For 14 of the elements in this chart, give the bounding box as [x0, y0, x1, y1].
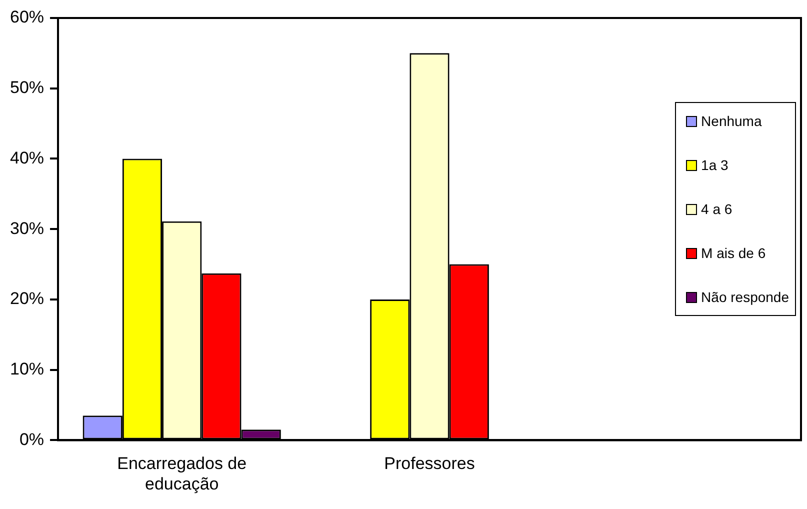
legend-label: M ais de 6 — [701, 245, 766, 262]
y-tick-label: 30% — [10, 218, 44, 238]
x-tick-label: Encarregados de educação — [117, 454, 247, 494]
legend-label: 4 a 6 — [701, 201, 732, 218]
legend-label: Não responde — [701, 289, 789, 306]
y-tick-label: 10% — [10, 360, 44, 379]
y-tick-label: 40% — [10, 148, 44, 168]
legend-label: 1a 3 — [701, 157, 728, 174]
x-tick-label: Professores — [384, 454, 475, 474]
y-tick-label: 60% — [10, 8, 44, 27]
y-tick-label: 50% — [10, 78, 44, 98]
legend-label: Nenhuma — [701, 113, 762, 130]
y-tick-label: 20% — [10, 289, 44, 308]
y-tick-label: 0% — [19, 430, 44, 449]
